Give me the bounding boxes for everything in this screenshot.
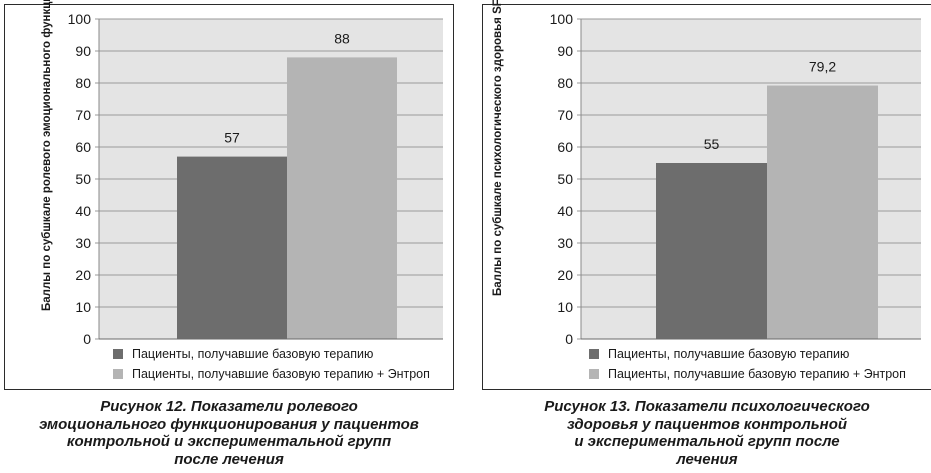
y-tick-label: 30 bbox=[75, 235, 91, 251]
y-tick-label: 50 bbox=[557, 171, 573, 187]
y-tick-label: 90 bbox=[557, 43, 573, 59]
data-label: 55 bbox=[704, 136, 720, 152]
data-label: 88 bbox=[334, 30, 350, 46]
legend-swatch-series2 bbox=[589, 369, 599, 379]
y-tick-label: 100 bbox=[550, 11, 574, 27]
y-tick-label: 80 bbox=[557, 75, 573, 91]
y-tick-label: 70 bbox=[557, 107, 573, 123]
legend-swatch-series1 bbox=[589, 349, 599, 359]
chart-frame-13: 0 10 20 30 40 50 60 70 80 90 100 55 79,2 Баллы по су… bbox=[482, 0, 931, 390]
y-tick-label: 10 bbox=[75, 299, 91, 315]
y-tick-label: 70 bbox=[75, 107, 91, 123]
bar-series2 bbox=[767, 85, 878, 339]
y-tick-label: 50 bbox=[75, 171, 91, 187]
data-label: 79,2 bbox=[809, 59, 836, 75]
legend: Пациенты, получавшие базовую терапию Пац… bbox=[113, 344, 430, 384]
legend-item-series1: Пациенты, получавшие базовую терапию bbox=[113, 344, 430, 364]
y-tick-label: 40 bbox=[75, 203, 91, 219]
data-label: 57 bbox=[224, 130, 240, 146]
y-tick-label: 0 bbox=[83, 331, 91, 347]
y-tick-label: 20 bbox=[75, 267, 91, 283]
legend-label-series1: Пациенты, получавшие базовую терапию bbox=[608, 347, 850, 361]
y-tick-label: 10 bbox=[557, 299, 573, 315]
y-tick-label: 60 bbox=[75, 139, 91, 155]
y-tick-label: 80 bbox=[75, 75, 91, 91]
y-tick-label: 40 bbox=[557, 203, 573, 219]
y-tick-label: 90 bbox=[75, 43, 91, 59]
figure-caption: Рисунок 13. Показатели психологического … bbox=[544, 398, 870, 468]
bar-chart-12: 0 10 20 30 40 50 60 70 80 90 100 57 88 bbox=[68, 11, 443, 347]
legend: Пациенты, получавшие базовую терапию Пац… bbox=[589, 344, 906, 384]
legend-label-series2: Пациенты, получавшие базовую терапию + Э… bbox=[132, 367, 430, 381]
y-tick-label: 100 bbox=[68, 11, 92, 27]
y-tick-label: 0 bbox=[565, 331, 573, 347]
figure-12: 0 10 20 30 40 50 60 70 80 90 100 57 88 Баллы по субш… bbox=[4, 0, 464, 473]
figure-13: 0 10 20 30 40 50 60 70 80 90 100 55 79,2 Баллы по су… bbox=[482, 0, 931, 473]
bar-series1 bbox=[177, 156, 287, 339]
bar-series2 bbox=[287, 57, 397, 340]
y-tick-label: 30 bbox=[557, 235, 573, 251]
figure-caption: Рисунок 12. Показатели ролевого эмоциона… bbox=[39, 398, 419, 468]
y-axis-label: Баллы по субшкале психологического здоро… bbox=[492, 0, 504, 296]
legend-item-series1: Пациенты, получавшие базовую терапию bbox=[589, 344, 906, 364]
y-tick-label: 20 bbox=[557, 267, 573, 283]
y-axis-label: Баллы по субшкале ролевого эмоциональног… bbox=[41, 0, 53, 311]
y-tick-label: 60 bbox=[557, 139, 573, 155]
legend-label-series2: Пациенты, получавшие базовую терапию + Э… bbox=[608, 367, 906, 381]
legend-swatch-series1 bbox=[113, 349, 123, 359]
legend-item-series2: Пациенты, получавшие базовую терапию + Э… bbox=[589, 364, 906, 384]
legend-item-series2: Пациенты, получавшие базовую терапию + Э… bbox=[113, 364, 430, 384]
legend-label-series1: Пациенты, получавшие базовую терапию bbox=[132, 347, 374, 361]
legend-swatch-series2 bbox=[113, 369, 123, 379]
bar-series1 bbox=[656, 163, 767, 339]
bar-chart-13: 0 10 20 30 40 50 60 70 80 90 100 55 79,2 bbox=[550, 11, 921, 347]
chart-frame-12: 0 10 20 30 40 50 60 70 80 90 100 57 88 Баллы по субш… bbox=[4, 0, 454, 390]
